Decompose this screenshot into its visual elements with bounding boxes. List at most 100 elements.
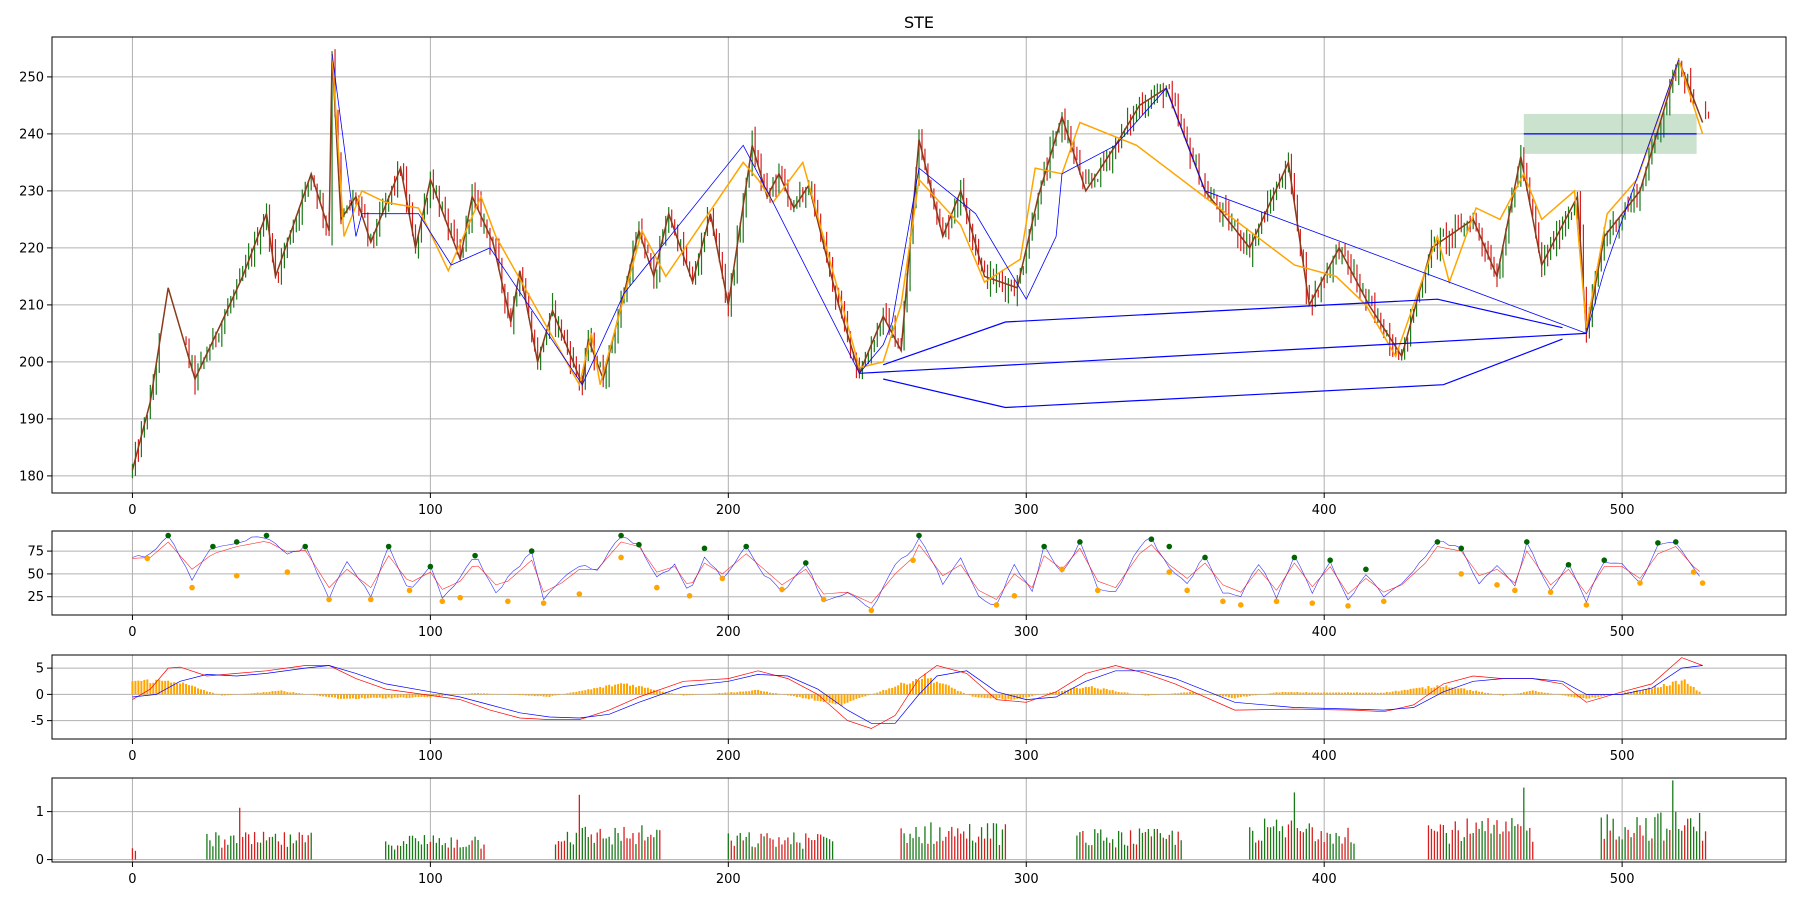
histogram-bar — [1460, 688, 1463, 695]
histogram-bar — [1653, 685, 1656, 695]
histogram-bar — [286, 692, 289, 695]
trough-marker — [993, 602, 1000, 608]
histogram-bar — [247, 693, 250, 695]
histogram-bar — [1141, 694, 1144, 696]
histogram-bar — [1415, 688, 1418, 695]
histogram-bar — [909, 683, 912, 695]
histogram-bar — [757, 689, 760, 695]
histogram-bar — [614, 684, 617, 695]
histogram-bar — [423, 694, 426, 698]
histogram-bar — [1123, 692, 1126, 695]
histogram-bar — [426, 694, 429, 698]
histogram-bar — [322, 694, 325, 697]
peak-marker — [263, 532, 270, 539]
histogram-bar — [408, 694, 411, 698]
plot-area-1 — [131, 49, 1710, 479]
peak-marker — [636, 541, 642, 548]
histogram-bar — [1201, 693, 1204, 695]
y-tick-label: 0 — [36, 688, 44, 703]
histogram-bar — [357, 694, 360, 699]
histogram-bar — [629, 685, 631, 695]
histogram-bar — [721, 693, 724, 695]
y-tick-label: 210 — [19, 298, 44, 313]
trough-marker — [189, 584, 195, 591]
histogram-bar — [164, 680, 167, 695]
histogram-bar — [1636, 690, 1639, 695]
histogram-bar — [885, 690, 888, 695]
histogram-bar — [1287, 692, 1290, 695]
histogram-bar — [1686, 683, 1689, 695]
histogram-bar — [1469, 689, 1472, 695]
histogram-bar — [1111, 690, 1114, 695]
histogram-bar — [1293, 692, 1296, 695]
histogram-bar — [1543, 692, 1546, 695]
histogram-bar — [188, 685, 191, 695]
histogram-bar — [1528, 690, 1531, 695]
histogram-bar — [855, 694, 858, 699]
histogram-bar — [804, 694, 807, 699]
oscillator-line — [132, 535, 1700, 610]
histogram-bar — [1373, 692, 1376, 695]
histogram-bar — [1209, 694, 1212, 695]
peak-marker — [1655, 540, 1661, 546]
histogram-bar — [194, 686, 197, 695]
histogram-bar — [1120, 692, 1123, 695]
histogram-bar — [1519, 693, 1522, 695]
histogram-bar — [1350, 692, 1353, 695]
histogram-bar — [953, 688, 956, 695]
histogram-bar — [1186, 692, 1189, 695]
x-tick-label: 300 — [1014, 872, 1039, 887]
histogram-bar — [876, 692, 879, 695]
histogram-bar — [971, 694, 974, 697]
histogram-bar — [1397, 691, 1400, 695]
histogram-bar — [938, 683, 941, 695]
trough-marker — [1273, 598, 1280, 605]
histogram-bar — [1674, 680, 1677, 695]
trough-marker — [1547, 589, 1554, 595]
histogram-bar — [146, 679, 149, 695]
histogram-bar — [897, 685, 900, 695]
histogram-bar — [769, 692, 772, 695]
histogram-bar — [1055, 691, 1058, 695]
histogram-bar — [1153, 694, 1156, 696]
histogram-bar — [381, 694, 384, 699]
histogram-bar — [1382, 692, 1385, 695]
histogram-bar — [548, 694, 551, 697]
histogram-bar — [363, 694, 366, 699]
histogram-bar — [947, 685, 950, 695]
histogram-bar — [1677, 684, 1680, 695]
histogram-bar — [739, 691, 742, 695]
histogram-bar — [1549, 693, 1552, 695]
histogram-bar — [1490, 693, 1493, 695]
histogram-bar — [435, 694, 438, 697]
histogram-bar — [208, 692, 211, 695]
histogram-bar — [834, 694, 837, 705]
histogram-bar — [959, 691, 962, 695]
histogram-bar — [185, 683, 188, 695]
histogram-bar — [1224, 694, 1227, 697]
histogram-bar — [557, 694, 560, 695]
histogram-bar — [515, 694, 518, 695]
histogram-bar — [742, 691, 745, 695]
histogram-bar — [545, 694, 548, 697]
peak-marker — [1041, 543, 1047, 550]
histogram-bar — [1230, 694, 1233, 699]
histogram-bar — [316, 694, 319, 696]
histogram-bar — [1561, 694, 1564, 696]
histogram-bar — [211, 692, 214, 695]
histogram-bar — [926, 678, 929, 695]
trough-marker — [686, 593, 693, 599]
x-tick-label: 0 — [128, 625, 136, 640]
histogram-bar — [1144, 694, 1147, 696]
histogram-bar — [1254, 694, 1257, 696]
histogram-bar — [205, 691, 208, 695]
histogram-bar — [390, 694, 393, 699]
plot-area-2 — [132, 532, 1706, 614]
histogram-bar — [688, 694, 691, 696]
trough-marker — [910, 557, 916, 564]
histogram-bar — [414, 694, 417, 698]
histogram-bar — [411, 694, 414, 698]
histogram-bar — [837, 694, 840, 704]
histogram-bar — [158, 679, 161, 695]
histogram-bar — [983, 694, 986, 698]
